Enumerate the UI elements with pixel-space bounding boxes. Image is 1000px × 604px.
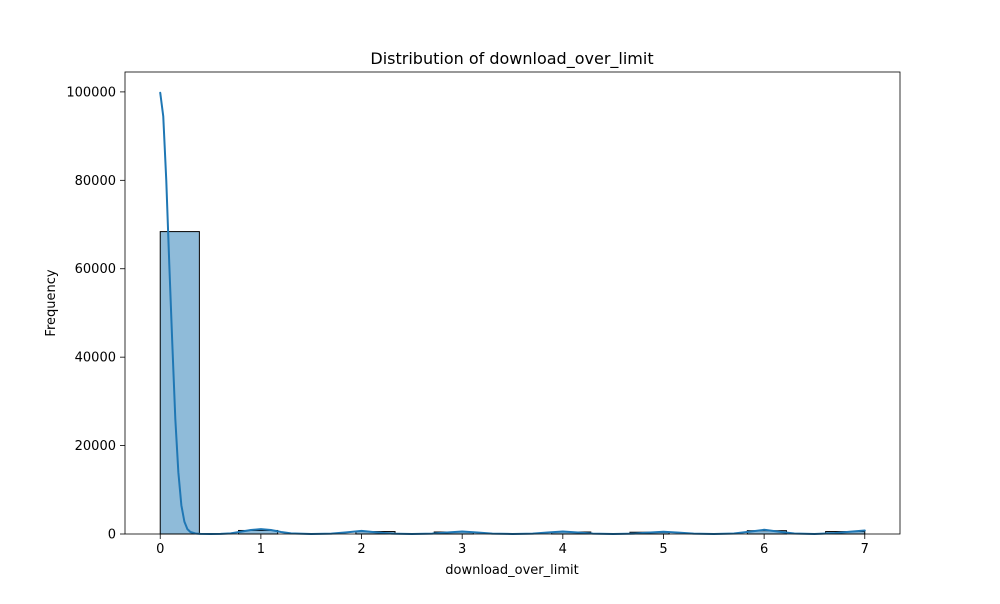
y-tick-label-1: 20000 — [75, 439, 116, 454]
x-tick-label-3: 3 — [458, 542, 466, 557]
y-tick-label-4: 80000 — [75, 174, 116, 189]
x-axis-label: download_over_limit — [445, 563, 578, 578]
x-tick-label-1: 1 — [257, 542, 265, 557]
chart-title: Distribution of download_over_limit — [370, 49, 653, 69]
y-tick-label-0: 0 — [108, 528, 116, 543]
y-axis-label: Frequency — [44, 269, 59, 336]
x-tick-label-0: 0 — [156, 542, 164, 557]
y-tick-label-2: 40000 — [75, 351, 116, 366]
x-tick-label-2: 2 — [357, 542, 365, 557]
x-tick-label-4: 4 — [559, 542, 567, 557]
x-tick-label-5: 5 — [659, 542, 667, 557]
ticks-layer: 0 1 2 3 4 5 6 7 0 20000 40000 60000 80000 100000 — [66, 85, 869, 557]
plot-frame — [124, 71, 901, 535]
y-tick-label-3: 60000 — [75, 262, 116, 277]
y-tick-label-5: 100000 — [66, 85, 116, 100]
x-tick-label-7: 7 — [861, 542, 869, 557]
x-tick-label-6: 6 — [760, 542, 768, 557]
